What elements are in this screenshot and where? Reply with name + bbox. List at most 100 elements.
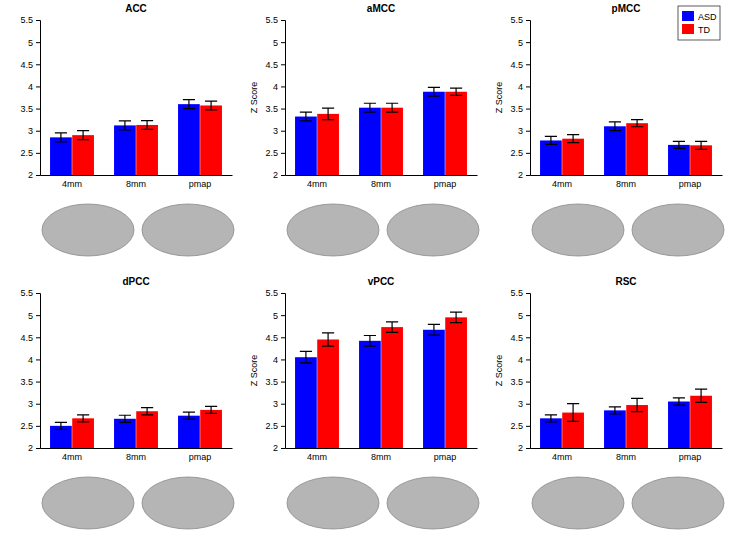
y-tick: 2 xyxy=(273,443,285,453)
x-tick-label: 8mm xyxy=(371,179,391,189)
y-tick-mark xyxy=(281,315,285,316)
figure: 22.533.544.555.54mm8mmpmapACC22.533.544.… xyxy=(0,0,736,545)
y-axis-line xyxy=(526,21,531,176)
y-tick: 2.5 xyxy=(265,421,285,431)
y-tick: 5.5 xyxy=(20,288,40,298)
y-tick-mark xyxy=(526,404,530,405)
legend-swatch xyxy=(682,11,694,21)
error-bar xyxy=(567,135,579,143)
y-tick: 5 xyxy=(28,311,40,321)
bar xyxy=(136,125,158,175)
y-tick: 5 xyxy=(518,38,530,48)
y-tick-mark xyxy=(526,20,530,21)
y-tick-mark xyxy=(526,293,530,294)
y-tick-mark xyxy=(281,359,285,360)
error-bar xyxy=(695,389,707,402)
bar xyxy=(136,411,158,448)
bar xyxy=(72,418,94,448)
y-tick-mark xyxy=(36,293,40,294)
y-tick-label: 5.5 xyxy=(510,15,523,25)
y-tick-mark xyxy=(36,404,40,405)
x-tick-label: 8mm xyxy=(616,179,636,189)
y-tick: 5 xyxy=(518,311,530,321)
bar xyxy=(540,140,562,175)
y-tick-mark xyxy=(36,86,40,87)
y-tick: 3.5 xyxy=(265,377,285,387)
y-tick: 5 xyxy=(273,311,285,321)
error-bar xyxy=(77,131,89,140)
brain-render xyxy=(287,477,379,529)
panel-title: ACC xyxy=(125,3,147,14)
brain-render xyxy=(387,204,479,256)
y-tick: 4 xyxy=(273,355,285,365)
error-bar xyxy=(55,422,67,429)
y-tick-mark xyxy=(281,109,285,110)
x-tick: pmap xyxy=(679,175,702,189)
bar xyxy=(200,105,222,175)
plot-area xyxy=(50,100,222,175)
y-tick: 2 xyxy=(28,170,40,180)
error-bar xyxy=(609,407,621,414)
y-axis-line xyxy=(36,21,41,176)
y-tick-label: 4.5 xyxy=(20,60,33,70)
y-tick-mark xyxy=(36,337,40,338)
y-tick-label: 5 xyxy=(28,38,33,48)
y-tick: 4 xyxy=(518,82,530,92)
y-tick: 3.5 xyxy=(20,104,40,114)
y-axis: 22.533.544.555.5 xyxy=(510,288,530,453)
error-bar xyxy=(300,351,312,363)
x-tick-label: pmap xyxy=(434,452,457,462)
y-tick-label: 4 xyxy=(273,82,278,92)
y-tick-mark xyxy=(281,20,285,21)
error-bar xyxy=(386,322,398,333)
y-tick-mark xyxy=(36,175,40,176)
bar xyxy=(114,419,136,448)
error-bar xyxy=(205,101,217,110)
panel-title: dPCC xyxy=(122,276,149,287)
bar xyxy=(626,123,648,175)
y-tick-label: 2 xyxy=(518,443,523,453)
bar xyxy=(423,330,445,448)
bar xyxy=(562,139,584,175)
y-tick-mark xyxy=(36,153,40,154)
x-tick: 8mm xyxy=(126,448,146,462)
y-tick-label: 5.5 xyxy=(20,15,33,25)
y-tick-mark xyxy=(281,42,285,43)
error-bar xyxy=(205,406,217,413)
y-tick-mark xyxy=(281,131,285,132)
plot-area xyxy=(540,389,712,448)
y-tick: 4.5 xyxy=(20,333,40,343)
y-tick: 3 xyxy=(28,399,40,409)
error-bar xyxy=(55,133,67,142)
x-tick-label: pmap xyxy=(189,179,212,189)
y-axis-title: Z Score xyxy=(494,355,504,387)
x-axis-line xyxy=(286,175,478,176)
y-tick: 4.5 xyxy=(265,333,285,343)
y-tick: 5.5 xyxy=(265,15,285,25)
brain-render xyxy=(142,477,234,529)
y-tick-label: 5 xyxy=(273,38,278,48)
bar xyxy=(690,396,712,448)
bar xyxy=(445,317,467,448)
bar xyxy=(359,108,381,175)
legend-label: ASD xyxy=(698,12,717,22)
brain-render xyxy=(632,204,724,256)
y-tick-label: 3.5 xyxy=(265,104,278,114)
x-tick: 4mm xyxy=(552,175,572,189)
y-tick: 2 xyxy=(28,443,40,453)
x-tick: 4mm xyxy=(307,175,327,189)
brain-render xyxy=(42,204,134,256)
bar xyxy=(50,137,72,175)
x-tick: 8mm xyxy=(371,448,391,462)
panel: 22.533.544.555.54mm8mmpmappMCCZ ScoreASD… xyxy=(494,3,723,189)
y-tick-label: 2 xyxy=(273,170,278,180)
bar xyxy=(178,416,200,448)
y-tick-label: 5 xyxy=(273,311,278,321)
y-tick-label: 2 xyxy=(28,170,33,180)
y-axis: 22.533.544.555.5 xyxy=(265,288,285,453)
brain-render xyxy=(142,204,234,256)
x-axis: 4mm8mmpmap xyxy=(286,448,478,462)
y-tick: 3 xyxy=(518,399,530,409)
y-tick-label: 5.5 xyxy=(20,288,33,298)
y-tick: 3 xyxy=(518,126,530,136)
